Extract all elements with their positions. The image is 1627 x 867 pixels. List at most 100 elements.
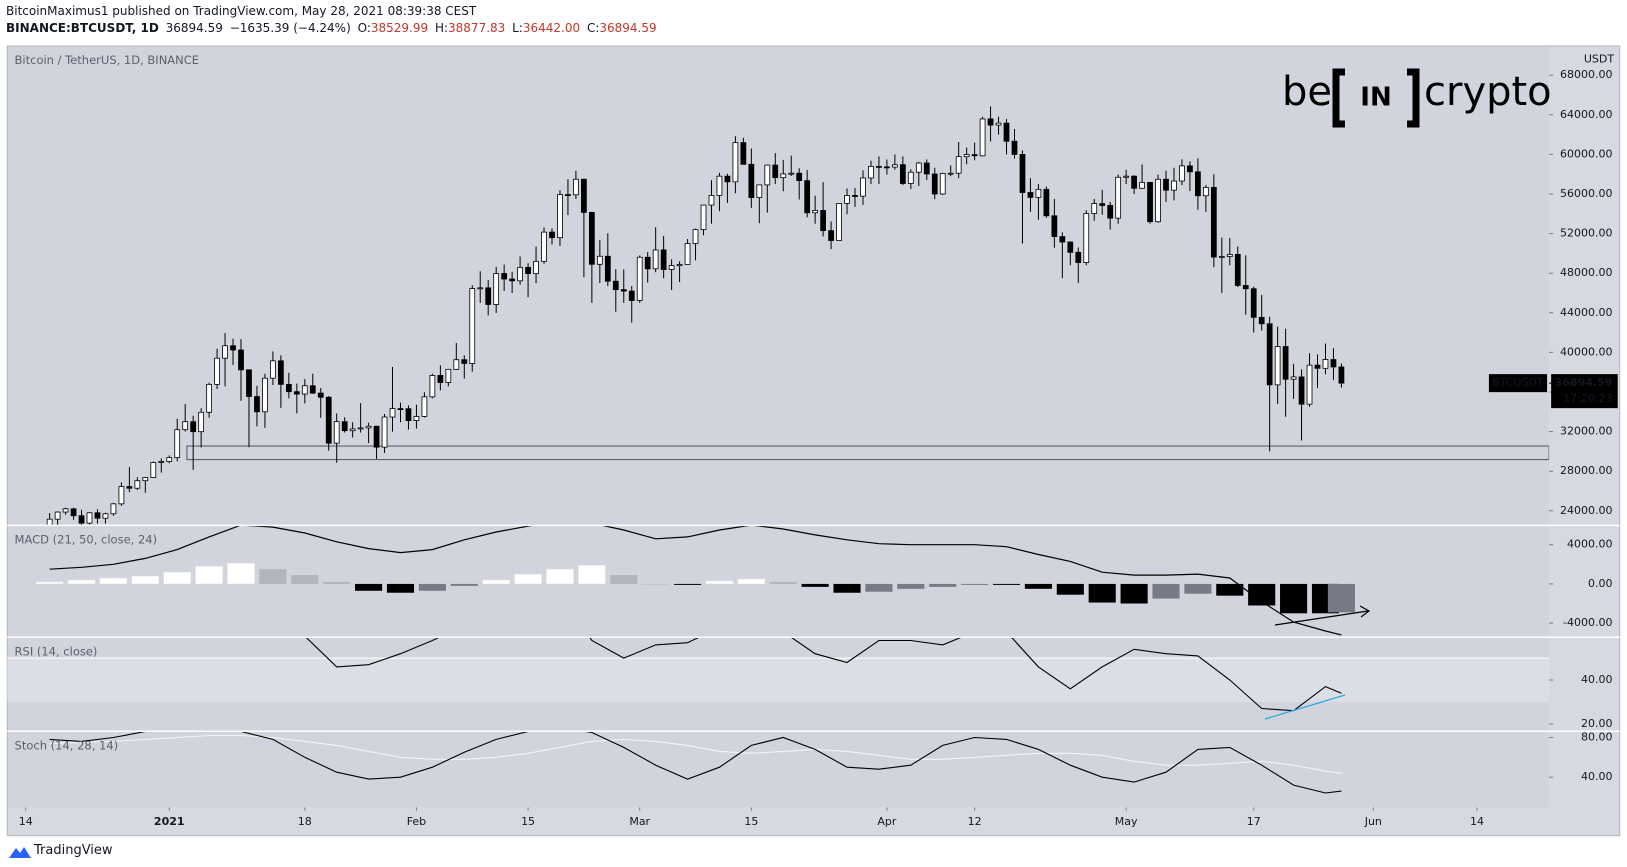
candle-body bbox=[365, 425, 372, 429]
candle-body bbox=[1202, 186, 1209, 197]
candle-body bbox=[118, 486, 125, 505]
candle-body bbox=[62, 508, 69, 513]
candle-body bbox=[309, 385, 316, 394]
candle-body bbox=[1266, 323, 1273, 386]
y-tick-label: 24000.00 bbox=[1560, 504, 1613, 517]
candle-body bbox=[557, 194, 563, 239]
logo-text: be bbox=[1282, 69, 1332, 115]
header: BitcoinMaximus1 published on TradingView… bbox=[6, 3, 660, 37]
histogram-bar bbox=[673, 583, 702, 585]
candle-body bbox=[102, 513, 109, 519]
candle-body bbox=[373, 425, 380, 448]
candle-body bbox=[1123, 175, 1130, 178]
last-price: 36894.59 bbox=[165, 21, 223, 35]
candle-body bbox=[493, 273, 500, 305]
candle-body bbox=[301, 385, 308, 395]
candle-body bbox=[1059, 236, 1066, 243]
candle-body bbox=[461, 359, 468, 364]
candle-body bbox=[1226, 253, 1233, 257]
logo-text: crypto bbox=[1424, 69, 1552, 115]
candle-body bbox=[1099, 203, 1106, 206]
symbol: BINANCE:BTCUSDT, 1D bbox=[6, 21, 159, 35]
candle-body bbox=[1163, 178, 1169, 191]
candle-body bbox=[421, 396, 428, 417]
candle-body bbox=[955, 156, 962, 174]
candle-body bbox=[596, 255, 603, 265]
candle-body bbox=[198, 411, 205, 433]
candle-body bbox=[238, 349, 244, 371]
candle-body bbox=[1234, 253, 1241, 286]
candle-body bbox=[836, 203, 842, 241]
ohlc-value: 36894.59 bbox=[599, 21, 657, 35]
histogram-bar bbox=[578, 565, 606, 585]
candle-body bbox=[1075, 251, 1082, 264]
candle-body bbox=[549, 231, 555, 239]
candle-body bbox=[86, 512, 93, 524]
candle-body bbox=[1290, 376, 1297, 380]
candle-body bbox=[230, 345, 236, 351]
indicator-line bbox=[49, 731, 1342, 794]
candle-body bbox=[46, 518, 53, 526]
candle-body bbox=[1027, 192, 1034, 198]
pane-title: Bitcoin / TetherUS, 1D, BINANCE bbox=[15, 53, 200, 67]
candle-body bbox=[987, 118, 994, 126]
histogram-bar bbox=[482, 579, 510, 585]
candle-body bbox=[764, 164, 771, 186]
candle-body bbox=[1035, 188, 1042, 198]
candle-body bbox=[469, 288, 476, 364]
x-tick-label: 2021 bbox=[154, 815, 185, 828]
candle-body bbox=[844, 195, 850, 204]
candle-body bbox=[397, 408, 404, 411]
candle-body bbox=[246, 369, 252, 397]
pane-title: MACD (21, 50, close, 24) bbox=[15, 533, 158, 547]
candle-body bbox=[517, 266, 523, 282]
candle-body bbox=[1218, 256, 1225, 258]
candle-body bbox=[1338, 366, 1345, 384]
candle-body bbox=[1179, 165, 1185, 182]
candle-body bbox=[533, 260, 539, 274]
ohlc-label: O: bbox=[357, 21, 371, 35]
pane-title: Stoch (14, 28, 14) bbox=[15, 738, 119, 752]
candle-body bbox=[1003, 122, 1010, 142]
candle-body bbox=[748, 163, 755, 198]
x-tick-label: Mar bbox=[629, 815, 650, 828]
candle-body bbox=[270, 360, 276, 379]
candle-body bbox=[804, 180, 811, 214]
x-tick-label: 12 bbox=[968, 815, 982, 828]
histogram-bar bbox=[386, 583, 415, 593]
candle-body bbox=[214, 357, 220, 385]
candle-body bbox=[1107, 205, 1114, 219]
candle-body bbox=[1131, 175, 1137, 189]
indicator-line bbox=[305, 637, 1342, 712]
candle-body bbox=[1330, 359, 1337, 368]
candle-body bbox=[971, 154, 978, 157]
candle-body bbox=[1139, 182, 1145, 189]
y-tick-label: 68000.00 bbox=[1560, 68, 1613, 81]
candle-body bbox=[939, 173, 946, 195]
candle-body bbox=[1187, 165, 1193, 173]
candle-body bbox=[222, 345, 228, 359]
candle-body bbox=[876, 165, 882, 168]
histogram-bar bbox=[897, 583, 925, 589]
ohlc-value: 38877.83 bbox=[448, 21, 506, 35]
quote-line: BINANCE:BTCUSDT, 1D 36894.59 −1635.39 (−… bbox=[6, 20, 660, 37]
candle-body bbox=[501, 273, 508, 280]
candle-body bbox=[740, 142, 747, 165]
candle-body bbox=[254, 396, 260, 413]
time-axis-area bbox=[7, 807, 1550, 836]
candle-body bbox=[1195, 171, 1201, 197]
histogram-bar bbox=[35, 581, 64, 585]
histogram-bar bbox=[131, 575, 160, 585]
x-tick-label: May bbox=[1115, 815, 1138, 828]
histogram-bar bbox=[227, 563, 255, 585]
support-zone bbox=[186, 445, 1550, 461]
candle-body bbox=[341, 421, 348, 432]
candle-body bbox=[565, 194, 571, 196]
histogram-bar bbox=[1248, 583, 1276, 606]
candle-body bbox=[868, 165, 874, 179]
histogram-bar bbox=[1184, 583, 1212, 594]
histogram-bar bbox=[801, 583, 829, 587]
histogram-bar bbox=[769, 581, 797, 584]
x-tick-label: 17 bbox=[1247, 815, 1261, 828]
